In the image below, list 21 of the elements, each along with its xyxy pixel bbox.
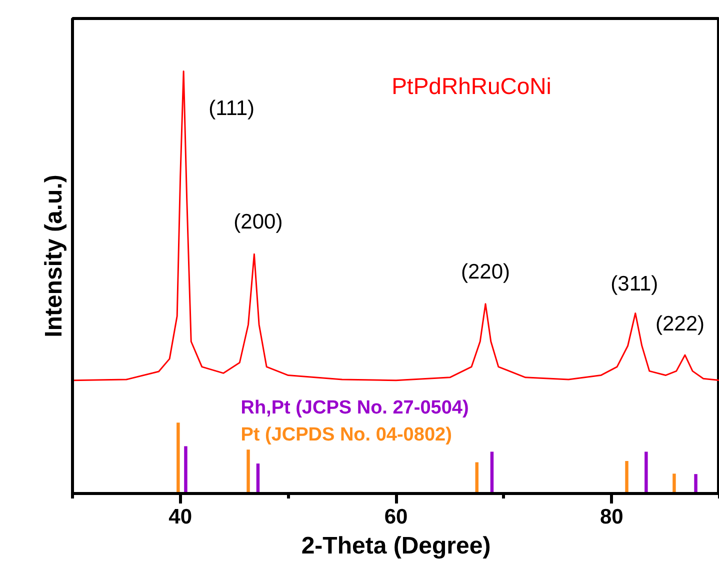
annotation: (311) [610,272,658,296]
bar [184,446,188,494]
bar [694,474,698,494]
annotation: (220) [460,260,510,284]
annotation: (200) [234,210,283,234]
bar [644,452,648,494]
series-label: Pt (JCPDS No. 04-0802) [240,424,452,446]
x-axis-title: 2-Theta (Degree) [301,532,491,560]
x-tick-label: 60 [384,506,408,528]
bar [246,450,250,494]
y-axis-title: Intensity (a.u.) [40,174,68,338]
annotation: (222) [655,312,705,336]
bar [490,452,494,494]
x-tick-label: 80 [600,506,624,528]
text: Rh,Pt (JCPS No. 27-0504) [240,397,469,418]
bar [672,474,676,494]
text: PtPdRhRuCoNi [392,73,552,100]
bar [625,460,628,494]
x-tick-label: 40 [168,506,192,528]
annotation: (111) [208,96,255,120]
bar [176,422,180,494]
